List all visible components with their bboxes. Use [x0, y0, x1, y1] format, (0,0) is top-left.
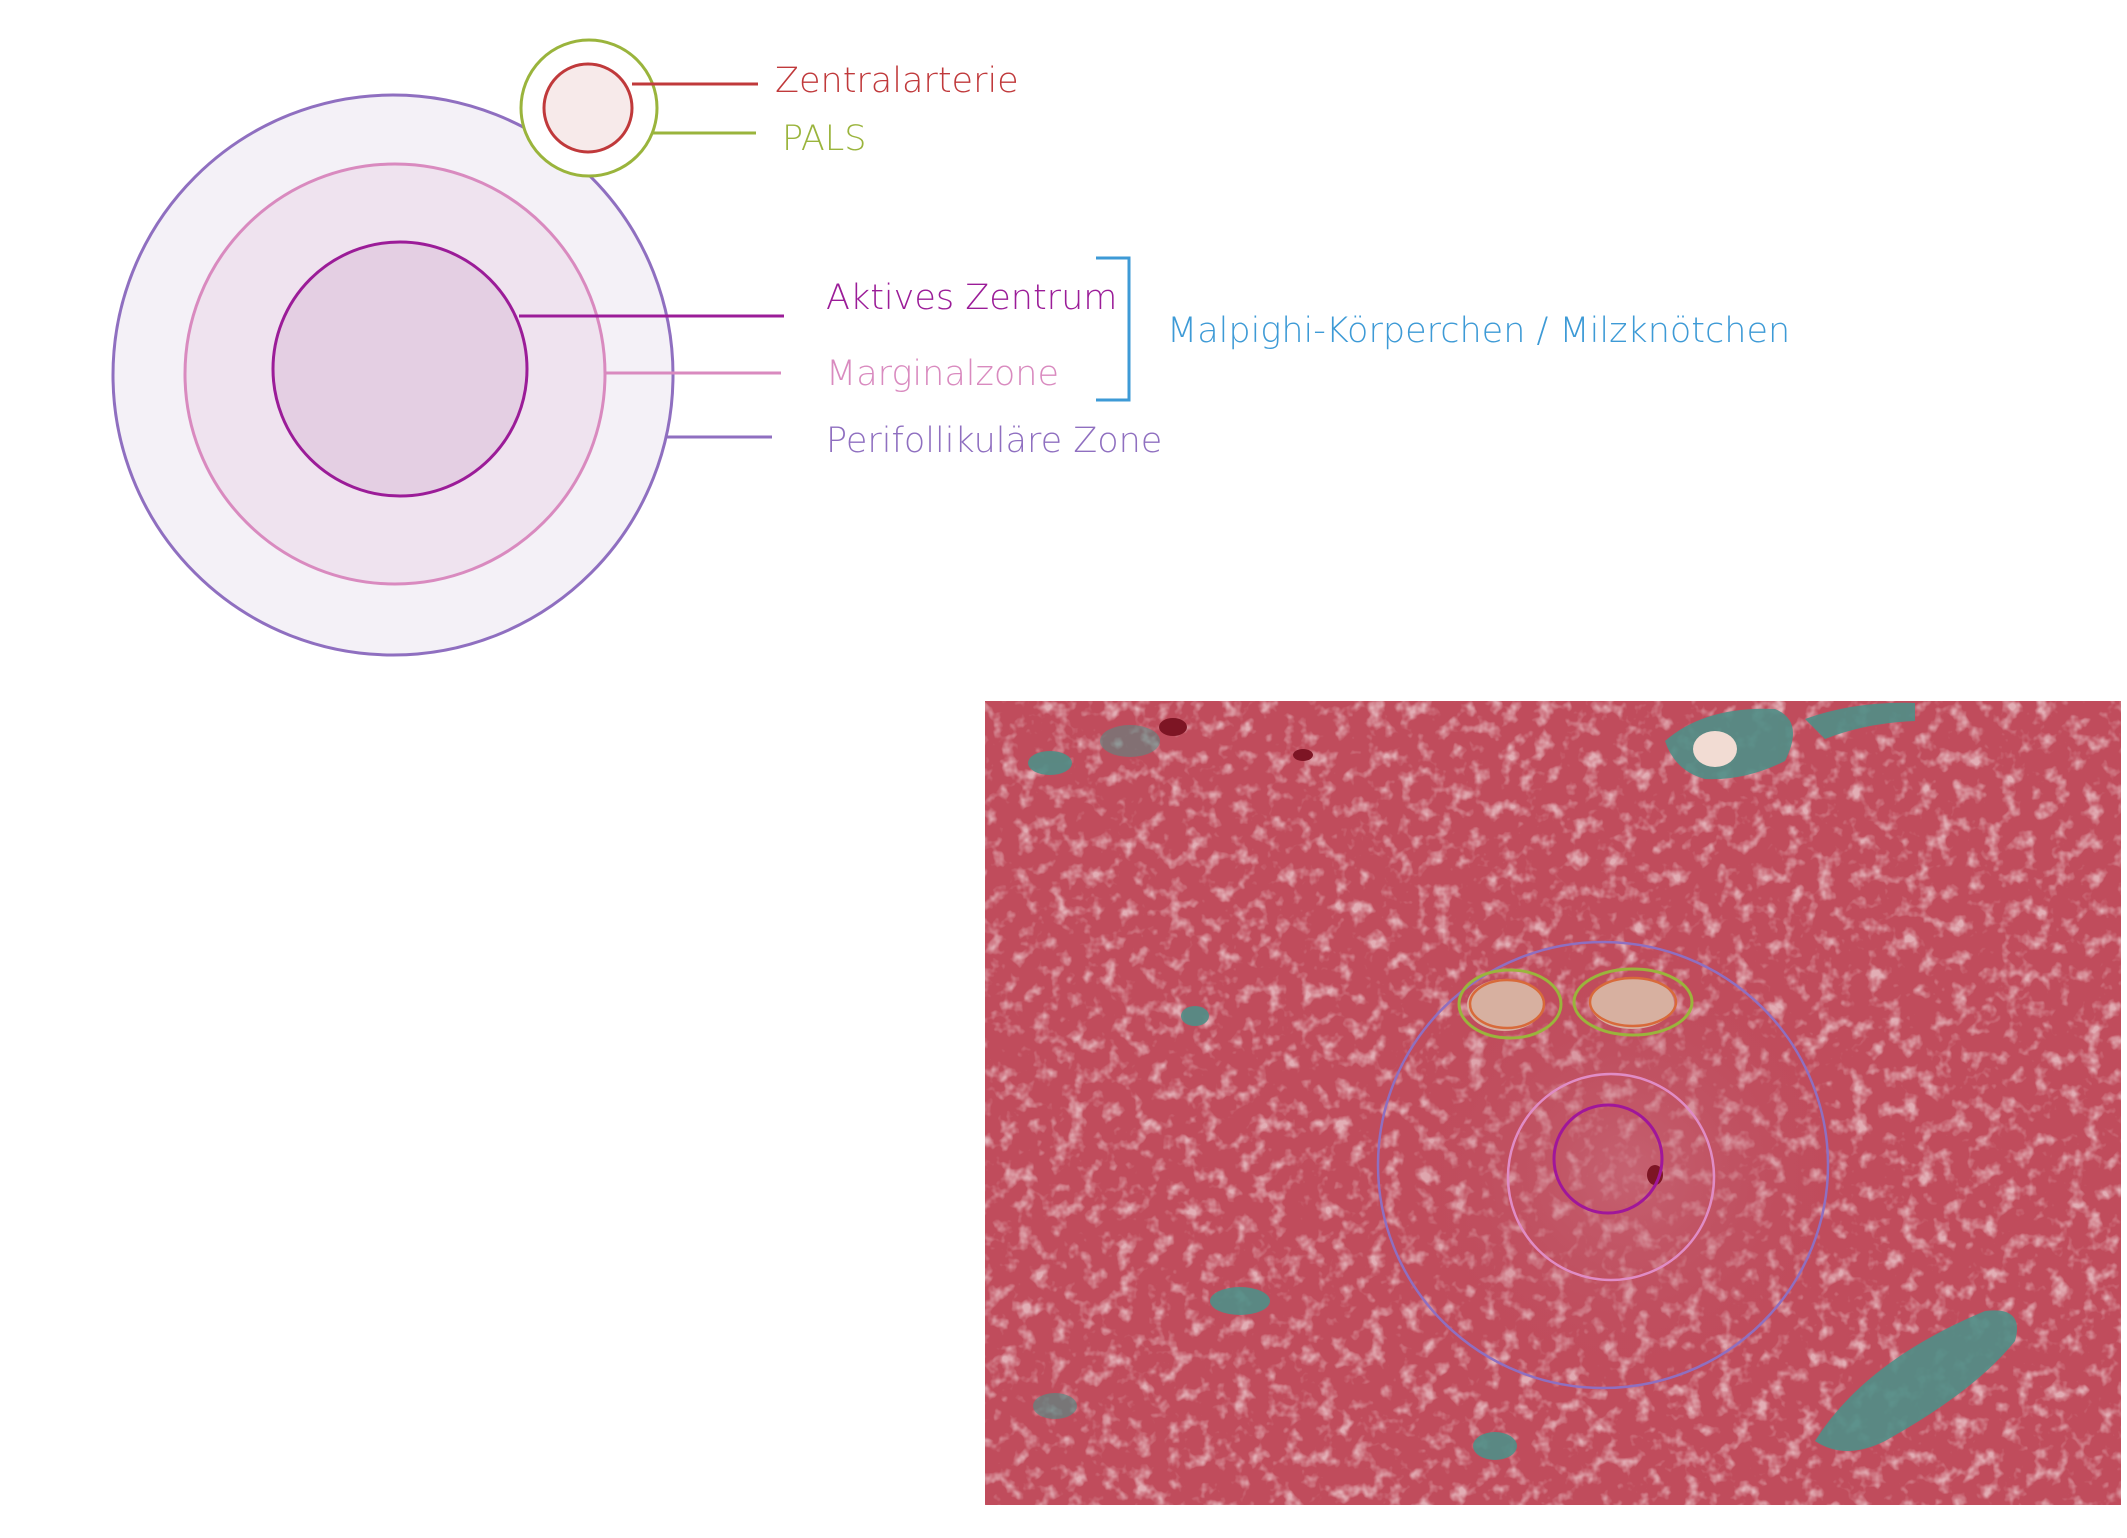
marginalzone-overlay — [1506, 1072, 1716, 1282]
spleen-structure-diagram: Zentralarterie PALS Aktives Zentrum Marg… — [111, 38, 1790, 657]
trabeculae — [1028, 702, 2017, 1460]
perifollikulaere-zone-overlay — [1376, 940, 1830, 1390]
aktives-zentrum-label: Aktives Zentrum — [826, 278, 1117, 318]
malpighi-label: Malpighi-Körperchen / Milzknötchen — [1167, 311, 1790, 351]
lymph-follicle-region — [1370, 938, 1840, 1388]
marginalzone-label: Marginalzone — [826, 354, 1059, 394]
aktives-zentrum-circle — [271, 240, 529, 498]
zentralarterie-overlay-left — [1468, 978, 1546, 1030]
central-arteries — [1467, 977, 1674, 1031]
histology-micrograph — [985, 701, 2121, 1505]
pals-label: PALS — [782, 119, 867, 159]
pals-overlay-right — [1572, 967, 1694, 1037]
pals-overlay-left — [1457, 968, 1563, 1040]
zentralarterie-label: Zentralarterie — [775, 61, 1019, 101]
zentralarterie-circle — [542, 62, 634, 154]
malpighi-bracket — [1096, 256, 1131, 402]
perifollikulaere-zone-label: Perifollikuläre Zone — [826, 421, 1162, 461]
aktives-zentrum-overlay — [1552, 1103, 1664, 1215]
zentralarterie-overlay-right — [1588, 976, 1678, 1028]
